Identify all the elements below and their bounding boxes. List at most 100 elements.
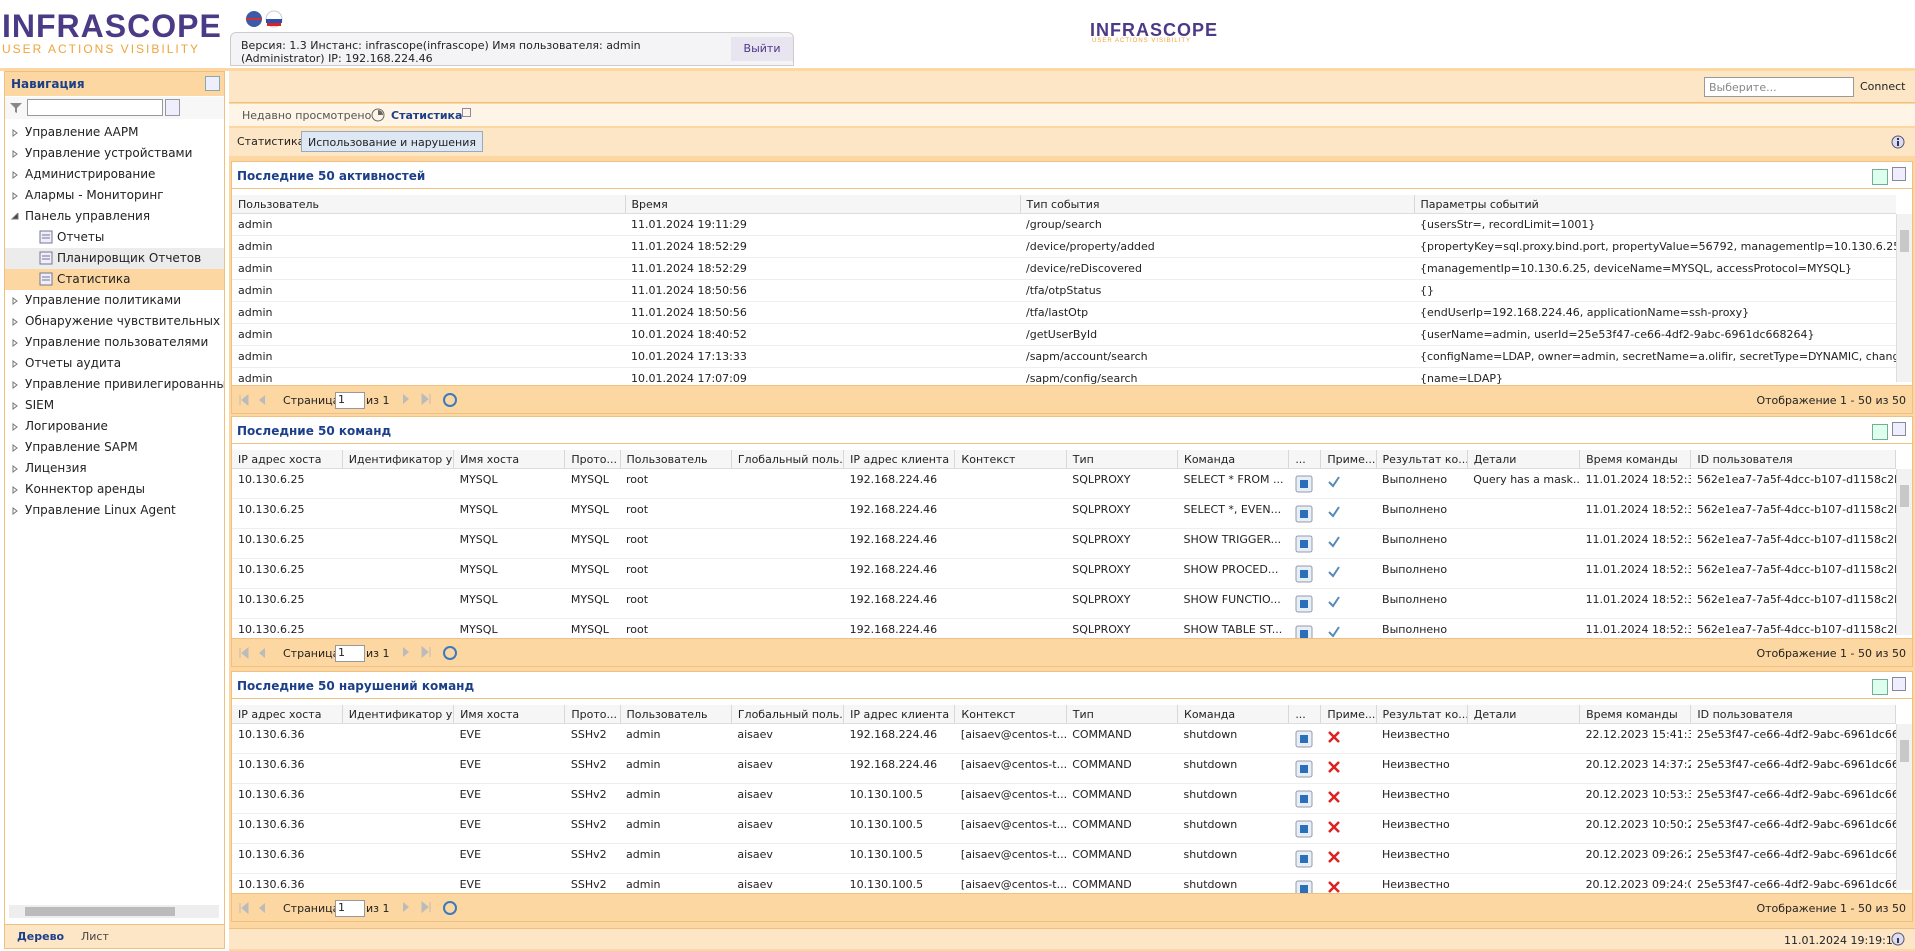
nav-item[interactable]: Управление Linux Agent [5,500,224,521]
column-header[interactable]: Идентификатор у... [342,705,455,724]
grid-row[interactable]: 10.130.6.36 EVE SSHv2 admin aisaev 192.168.22… [232,724,1896,754]
column-header[interactable]: Тип [1066,450,1179,469]
export-button[interactable] [1872,424,1888,440]
nav-item[interactable]: Лицензия [5,458,224,479]
tab-active[interactable]: Статистика [391,109,463,122]
page-input[interactable]: 1 [335,900,365,917]
nav-item[interactable]: Панель управления [5,206,224,227]
grid-row[interactable]: admin 10.01.2024 17:13:33/sapm/account/se… [232,346,1896,368]
grid-row[interactable]: 10.130.6.36 EVE SSHv2 admin aisaev 10.130.100… [232,874,1896,893]
nav-item[interactable]: Отчеты аудита [5,353,224,374]
column-header[interactable]: ID пользователя [1690,705,1896,724]
collapse-button[interactable] [205,76,220,91]
tab-close[interactable] [462,108,471,117]
footer-tab[interactable]: Дерево [17,930,65,943]
nav-item[interactable]: Администрирование [5,164,224,185]
page-input[interactable]: 1 [335,645,365,662]
column-header[interactable]: Прото... [564,705,621,724]
column-header[interactable]: Идентификатор у... [342,450,455,469]
column-header[interactable]: Команда [1177,450,1290,469]
grid-row[interactable]: 10.130.6.25 MYSQL MYSQL root 192.168.224.46 S… [232,589,1896,619]
column-header[interactable]: ... [1288,450,1322,469]
export-button[interactable] [1872,169,1888,185]
grid-row[interactable]: 10.130.6.36 EVE SSHv2 admin aisaev 10.130.100… [232,844,1896,874]
grid-row[interactable]: admin 11.01.2024 18:50:56/tfa/lastOtp {end… [232,302,1896,324]
column-header[interactable]: Пользователь [620,705,732,724]
column-header[interactable]: IP адрес клиента [843,705,956,724]
column-header[interactable]: ... [1288,705,1322,724]
grid-row[interactable]: admin 11.01.2024 18:50:56/tfa/otpStatus {} [232,280,1896,302]
info-icon[interactable] [1891,135,1905,149]
column-header[interactable]: Команда [1177,705,1290,724]
logout-button[interactable]: Выйти [731,37,793,61]
column-header[interactable]: Контекст [954,705,1067,724]
grid-row[interactable]: admin 10.01.2024 17:07:09/sapm/config/sea… [232,368,1896,385]
filter-clear[interactable] [165,99,180,116]
column-header[interactable]: ID пользователя [1690,450,1896,469]
column-header[interactable]: Пользователь [620,450,732,469]
footer-tab[interactable]: Лист [81,930,109,943]
nav-item[interactable]: Обнаружение чувствительных данных [5,311,224,332]
tab[interactable]: Недавно просмотрено [242,109,372,122]
nav-item[interactable]: Коннектор аренды [5,479,224,500]
nav-item[interactable]: Управление устройствами [5,143,224,164]
nav-item[interactable]: Управление SAPM [5,437,224,458]
column-header[interactable]: Результат ко... [1376,705,1468,724]
nav-item[interactable]: SIEM [5,395,224,416]
column-header[interactable]: Глобальный поль... [731,705,845,724]
column-header[interactable]: Приме... [1320,450,1377,469]
grid-row[interactable]: 10.130.6.25 MYSQL MYSQL root 192.168.224.46 S… [232,559,1896,589]
collapse-panel[interactable] [1892,422,1906,436]
grid-row[interactable]: 10.130.6.25 MYSQL MYSQL root 192.168.224.46 S… [232,469,1896,499]
grid-row[interactable]: admin 10.01.2024 18:40:52/getUserById {use… [232,324,1896,346]
column-header[interactable]: Детали [1467,450,1581,469]
grid-row[interactable]: 10.130.6.36 EVE SSHv2 admin aisaev 10.130.100… [232,784,1896,814]
language-flags[interactable] [245,10,285,28]
column-header[interactable]: IP адрес клиента [843,450,956,469]
status-info-icon[interactable] [1891,932,1905,946]
page-input[interactable]: 1 [335,392,365,409]
column-header[interactable]: Пользователь [232,195,626,214]
nav-subitem[interactable]: Отчеты [5,227,224,248]
column-header[interactable]: IP адрес хоста [232,705,343,724]
column-header[interactable]: Имя хоста [453,705,566,724]
column-header[interactable]: Время [625,195,1021,214]
column-header[interactable]: Результат ко... [1376,450,1468,469]
column-header[interactable]: Приме... [1320,705,1377,724]
collapse-panel[interactable] [1892,677,1906,691]
subtab-active[interactable]: Использование и нарушения [301,131,483,152]
nav-subitem[interactable]: Статистика [5,269,224,290]
subtab[interactable]: Статистика [237,135,305,148]
column-header[interactable]: Тип [1066,705,1179,724]
column-header[interactable]: Прото... [564,450,621,469]
grid-row[interactable]: 10.130.6.25 MYSQL MYSQL root 192.168.224.46 S… [232,499,1896,529]
nav-item[interactable]: Управление пользователями [5,332,224,353]
nav-item[interactable]: Управление политиками [5,290,224,311]
nav-item[interactable]: Алармы - Мониторинг [5,185,224,206]
nav-item[interactable]: Логирование [5,416,224,437]
export-button[interactable] [1872,679,1888,695]
column-header[interactable]: Время команды [1579,705,1692,724]
column-header[interactable]: Тип события [1020,195,1415,214]
column-header[interactable]: Глобальный поль... [731,450,845,469]
filter-input[interactable] [27,99,163,116]
grid-row[interactable]: 10.130.6.25 MYSQL MYSQL root 192.168.224.46 S… [232,619,1896,638]
instance-select[interactable]: Выберите... [1704,77,1854,97]
column-header[interactable]: Параметры событий [1414,195,1896,214]
collapse-panel[interactable] [1892,167,1906,181]
grid-row[interactable]: admin 11.01.2024 18:52:29/device/reDiscov… [232,258,1896,280]
connect-button[interactable]: Connect [1860,80,1906,93]
grid-row[interactable]: 10.130.6.36 EVE SSHv2 admin aisaev 10.130.100… [232,814,1896,844]
column-header[interactable]: Время команды [1579,450,1692,469]
nav-item[interactable]: Управление привилегированными зада... [5,374,224,395]
grid-row[interactable]: admin 11.01.2024 18:52:29/device/property… [232,236,1896,258]
column-header[interactable]: Имя хоста [453,450,566,469]
nav-item[interactable]: Управление AAPM [5,122,224,143]
grid-row[interactable]: admin 11.01.2024 19:11:29/group/search {us… [232,214,1896,236]
grid-row[interactable]: 10.130.6.36 EVE SSHv2 admin aisaev 192.168.22… [232,754,1896,784]
column-header[interactable]: Контекст [954,450,1067,469]
grid-row[interactable]: 10.130.6.25 MYSQL MYSQL root 192.168.224.46 S… [232,529,1896,559]
nav-subitem[interactable]: Планировщик Отчетов [5,248,224,269]
column-header[interactable]: IP адрес хоста [232,450,343,469]
column-header[interactable]: Детали [1467,705,1581,724]
